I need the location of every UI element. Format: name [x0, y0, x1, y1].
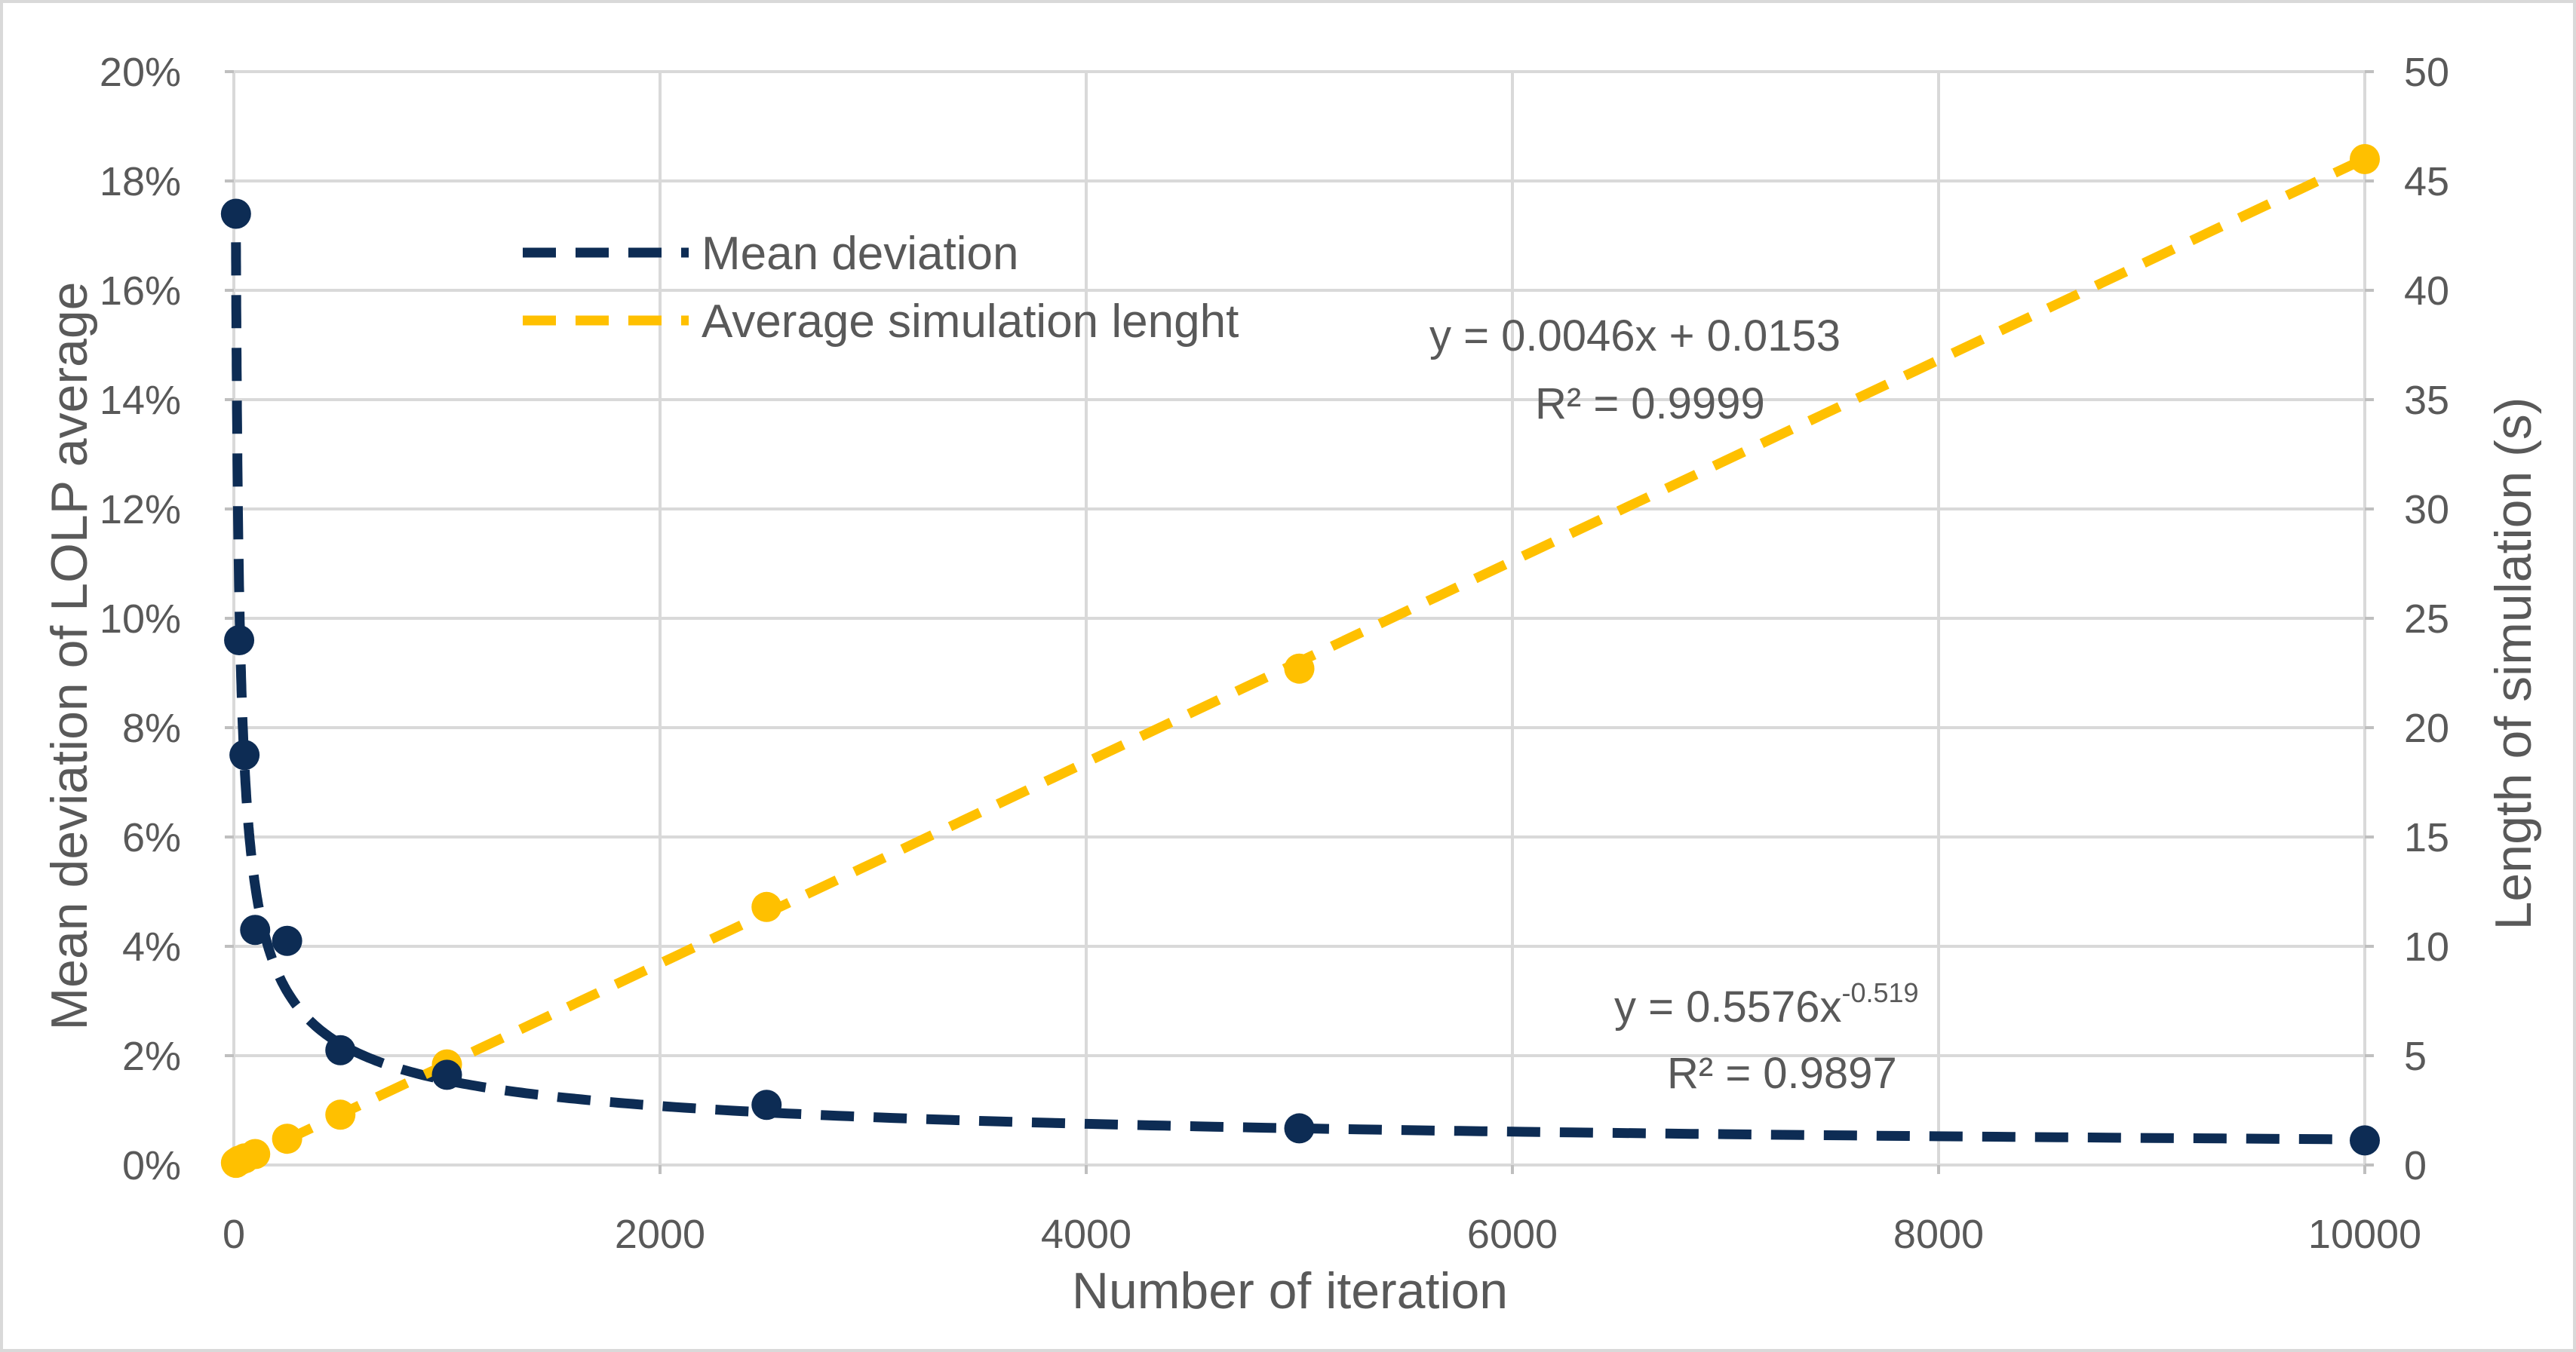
x-tick-label: 8000 — [1893, 1212, 1984, 1257]
y2-tick-label: 25 — [2404, 596, 2449, 642]
linear-trend-r2: R² = 0.9999 — [1535, 379, 1765, 428]
power-trend-r2: R² = 0.9897 — [1667, 1049, 1897, 1098]
y-tick-label: 8% — [122, 706, 181, 751]
x-tick-label: 6000 — [1467, 1212, 1558, 1257]
trendline-annotation-power: y = 0.5576x-0.519 R² = 0.9897 — [1614, 977, 1919, 1098]
y-tick-label: 6% — [122, 815, 181, 860]
power-trend-equation: y = 0.5576x-0.519 — [1614, 977, 1919, 1032]
trendline-annotation-linear: y = 0.0046x + 0.0153 R² = 0.9999 — [1429, 311, 1841, 428]
y2-tick-label: 30 — [2404, 487, 2449, 532]
legend: Mean deviation Average simulation lenght — [523, 228, 1239, 348]
gridlines — [225, 70, 2374, 1174]
y-tick-label: 12% — [100, 487, 181, 532]
point-mean-deviation — [272, 925, 302, 956]
power-trend-base: y = 0.5576x — [1614, 983, 1842, 1032]
y-tick-label: 0% — [122, 1143, 181, 1188]
point-mean-deviation — [325, 1035, 356, 1065]
y2-tick-label: 0 — [2404, 1143, 2427, 1188]
y2-tick-label: 10 — [2404, 924, 2449, 970]
data-points — [220, 144, 2380, 1179]
y-axis-title: Mean deviation of LOLP average — [41, 282, 98, 1031]
y2-tick-label: 45 — [2404, 159, 2449, 204]
point-mean-deviation — [220, 198, 251, 229]
x-tick-label: 0 — [223, 1212, 245, 1257]
y-tick-label: 14% — [100, 378, 181, 423]
y2-tick-label: 40 — [2404, 268, 2449, 314]
y-tick-label: 4% — [122, 924, 181, 970]
power-trend-exponent: -0.519 — [1842, 977, 1919, 1008]
linear-trend-equation: y = 0.0046x + 0.0153 — [1429, 311, 1841, 360]
y-tick-label: 10% — [100, 596, 181, 642]
y2-tick-label: 5 — [2404, 1034, 2427, 1079]
legend-label-mean-deviation: Mean deviation — [702, 228, 1019, 280]
point-simulation-length — [751, 891, 782, 922]
y-tick-label: 2% — [122, 1034, 181, 1079]
point-mean-deviation — [2350, 1125, 2380, 1156]
y-tick-label: 16% — [100, 268, 181, 314]
y2-tick-label: 15 — [2404, 815, 2449, 860]
point-simulation-length — [240, 1139, 271, 1170]
tick-labels: 0% 0 2% 5 4% 10 6% 15 8% 20 10% 25 12% 30 14% 35 16% 40 18… — [100, 50, 2449, 1257]
y-tick-label: 20% — [100, 50, 181, 95]
x-axis-title: Number of iteration — [1072, 1262, 1508, 1320]
point-simulation-length — [325, 1099, 356, 1130]
x-tick-label: 10000 — [2308, 1212, 2421, 1257]
point-simulation-length — [272, 1124, 302, 1154]
y2-tick-label: 20 — [2404, 706, 2449, 751]
y2-axis-title: Length of simulation (s) — [2485, 397, 2542, 930]
point-mean-deviation — [240, 915, 271, 946]
legend-label-simulation-length: Average simulation lenght — [702, 296, 1239, 348]
point-mean-deviation — [224, 625, 255, 655]
point-mean-deviation — [431, 1059, 462, 1090]
y2-tick-label: 50 — [2404, 50, 2449, 95]
x-tick-label: 2000 — [615, 1212, 705, 1257]
point-mean-deviation — [229, 740, 260, 771]
x-tick-label: 4000 — [1041, 1212, 1131, 1257]
point-mean-deviation — [751, 1090, 782, 1121]
point-simulation-length — [1284, 653, 1315, 684]
y2-tick-label: 35 — [2404, 378, 2449, 423]
point-mean-deviation — [1284, 1113, 1315, 1144]
y-tick-label: 18% — [100, 159, 181, 204]
point-simulation-length — [2350, 144, 2380, 174]
